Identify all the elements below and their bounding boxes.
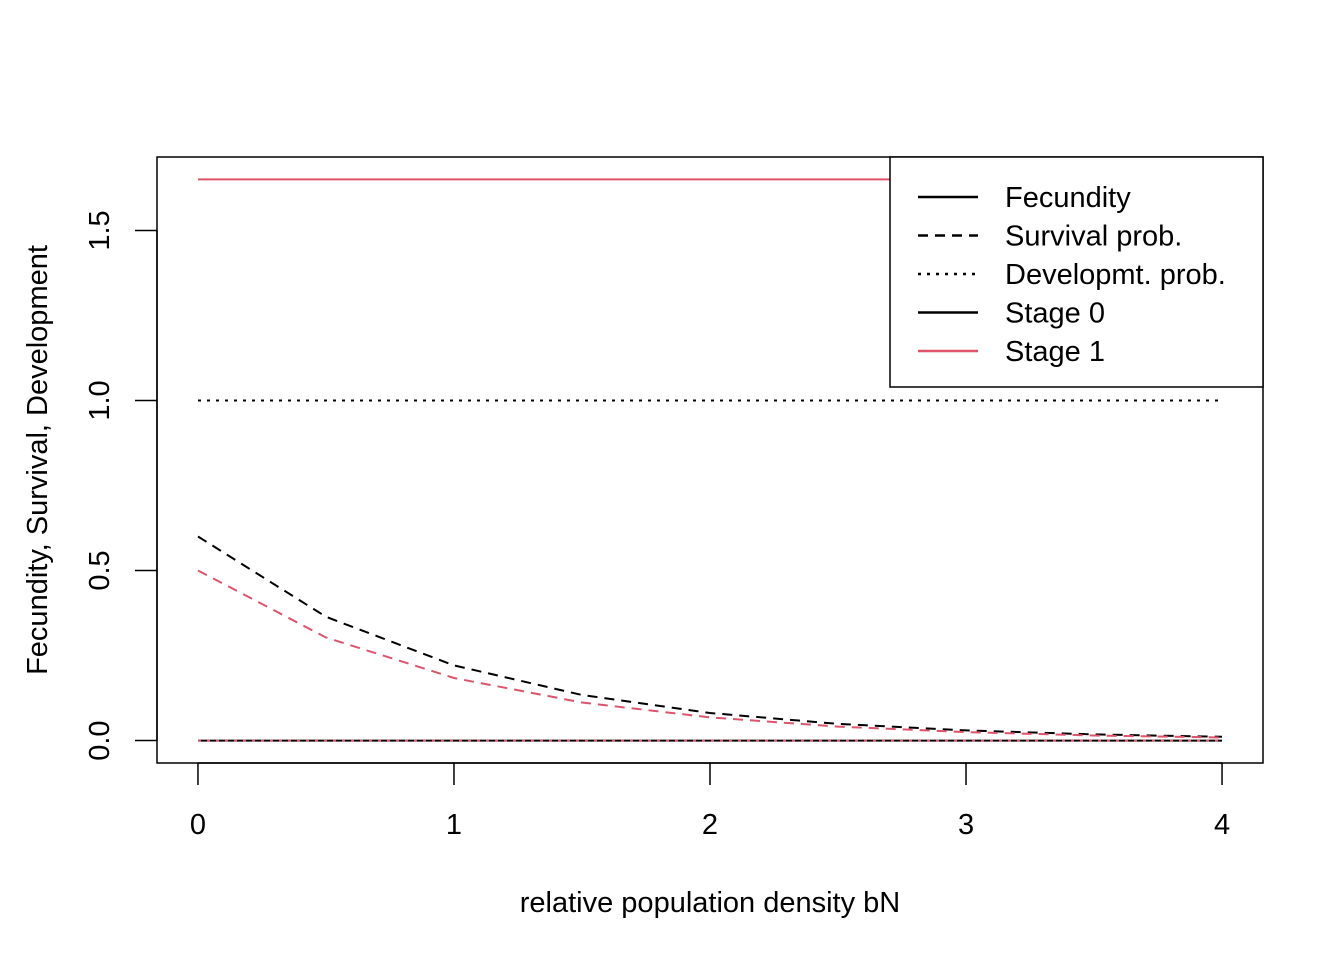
x-tick-label: 4 [1214, 809, 1230, 841]
x-axis-title: relative population density bN [520, 887, 900, 919]
legend-label-survival-prob: Survival prob. [1005, 221, 1182, 253]
y-tick-label: 1.5 [84, 210, 116, 250]
x-axis: 0 1 2 3 4 [190, 762, 1230, 841]
y-tick-label: 0.0 [84, 720, 116, 760]
legend-label-stage-0: Stage 0 [1005, 298, 1105, 330]
x-tick-label: 1 [446, 809, 462, 841]
y-tick-label: 0.5 [84, 550, 116, 590]
x-tick-label: 0 [190, 809, 206, 841]
legend-label-developmt-prob: Developmt. prob. [1005, 259, 1226, 291]
series-line-survival-prob-stage-1 [197, 569, 1223, 739]
y-axis: 0.0 0.5 1.0 1.5 [84, 210, 158, 761]
x-tick-label: 3 [958, 809, 974, 841]
legend-label-stage-1: Stage 1 [1005, 336, 1105, 368]
series-line-survival-prob-stage-0 [197, 535, 1223, 738]
y-tick-label: 1.0 [84, 380, 116, 420]
legend-box [889, 156, 1264, 388]
legend: Fecundity Survival prob. Developmt. prob. S… [889, 156, 1264, 388]
legend-label-fecundity: Fecundity [1005, 182, 1131, 214]
y-axis-title: Fecundity, Survival, Development [22, 245, 54, 675]
x-tick-label: 2 [702, 809, 718, 841]
